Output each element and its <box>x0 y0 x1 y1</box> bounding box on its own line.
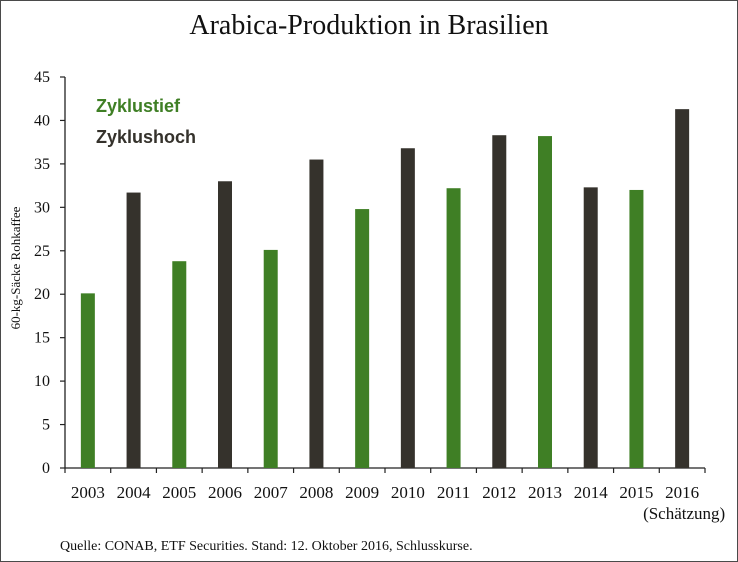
bar-2008 <box>309 159 324 469</box>
y-tick-label: 40 <box>34 112 50 129</box>
x-tick-label-2016: 2016 <box>665 483 699 502</box>
bar-2006 <box>218 181 232 468</box>
bar-2015 <box>629 189 644 468</box>
x-tick-label-2009: 2009 <box>345 483 379 502</box>
x-tick-label-2005: 2005 <box>162 483 196 502</box>
y-tick-label: 15 <box>34 330 50 347</box>
chart-title: Arabica-Produktion in Brasilien <box>189 10 549 41</box>
x-tick-label-2007: 2007 <box>254 483 289 502</box>
bar-2016 <box>675 109 690 468</box>
x-tick-label-2008: 2008 <box>299 483 333 502</box>
y-tick-label: 10 <box>34 373 50 390</box>
x-tick-label-2012: 2012 <box>482 483 516 502</box>
x-tick-label-2003: 2003 <box>71 483 105 502</box>
bar-2009 <box>355 209 370 468</box>
x-tick-label-2014: 2014 <box>574 483 609 502</box>
x-tick-label-2004: 2004 <box>117 483 152 502</box>
bar-2013 <box>538 136 552 468</box>
bar-2011 <box>446 188 461 468</box>
y-tick-label: 35 <box>34 156 50 173</box>
y-tick-label: 0 <box>42 460 50 477</box>
y-tick-label: 25 <box>34 243 50 260</box>
source-note: Quelle: CONAB, ETF Securities. Stand: 12… <box>60 539 473 554</box>
x-tick-label-2006: 2006 <box>208 483 242 502</box>
bar-2005 <box>172 261 187 468</box>
x-category-note: (Schätzung) <box>643 504 725 523</box>
x-tick-label-2011: 2011 <box>437 483 470 502</box>
x-tick-label-2010: 2010 <box>391 483 425 502</box>
bar-2010 <box>400 148 415 468</box>
legend-zyklustief: Zyklustief <box>96 96 181 116</box>
y-tick-label: 5 <box>42 417 50 434</box>
x-tick-label-2013: 2013 <box>528 483 562 502</box>
bar-2007 <box>263 249 278 468</box>
bar-2003 <box>80 293 95 468</box>
legend-zyklushoch: Zyklushoch <box>96 127 197 147</box>
bar-2012 <box>492 135 507 468</box>
bar-2014 <box>583 187 598 469</box>
bar-2004 <box>126 192 141 468</box>
y-tick-label: 30 <box>34 199 50 216</box>
x-tick-label-2015: 2015 <box>619 483 653 502</box>
y-tick-label: 45 <box>34 69 50 86</box>
y-tick-label: 20 <box>34 286 50 303</box>
